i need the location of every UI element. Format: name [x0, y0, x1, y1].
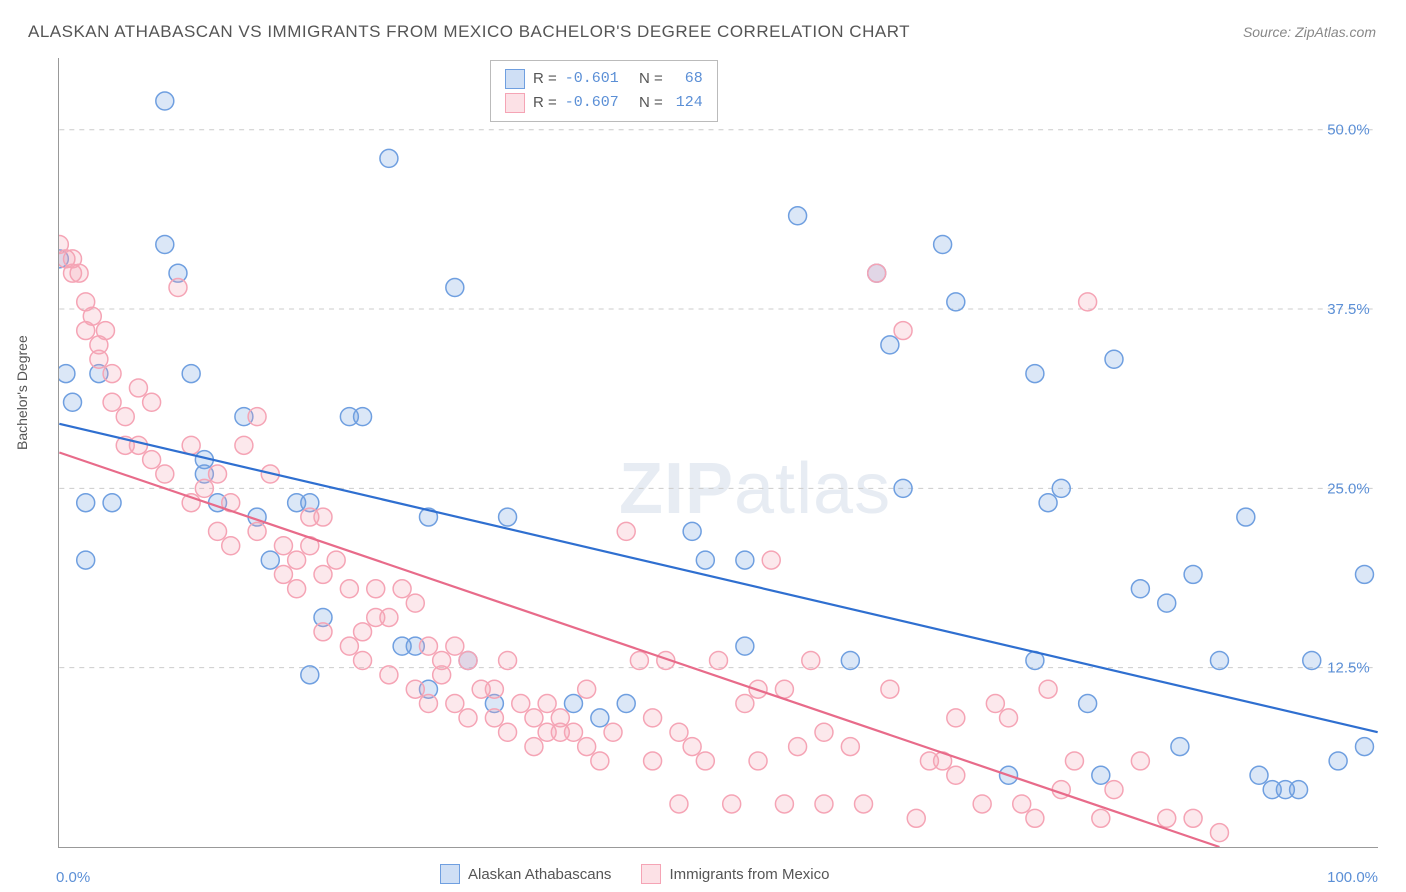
plot-area: ZIPatlas 12.5%25.0%37.5%50.0%: [58, 58, 1378, 848]
chart-svg: 12.5% 25.0% 37.5% 50.0%: [59, 58, 1378, 847]
legend-item-0: Alaskan Athabascans: [440, 864, 611, 884]
swatch-series-1: [505, 93, 525, 113]
swatch-series-0-b: [440, 864, 460, 884]
x-tick-0: 0.0%: [56, 869, 90, 886]
svg-text:12.5%: 12.5%: [1327, 660, 1369, 677]
swatch-series-1-b: [641, 864, 661, 884]
svg-text:25.0%: 25.0%: [1327, 480, 1369, 497]
svg-text:37.5%: 37.5%: [1327, 301, 1369, 318]
legend-stats: R = -0.601 N = 68 R = -0.607 N = 124: [490, 60, 718, 122]
y-axis-label: Bachelor's Degree: [14, 335, 30, 450]
source-label: Source: ZipAtlas.com: [1243, 24, 1376, 40]
x-tick-100: 100.0%: [1327, 869, 1378, 886]
swatch-series-0: [505, 69, 525, 89]
chart-title: ALASKAN ATHABASCAN VS IMMIGRANTS FROM ME…: [28, 22, 910, 42]
legend-item-1: Immigrants from Mexico: [641, 864, 829, 884]
svg-text:50.0%: 50.0%: [1327, 122, 1369, 139]
legend-stats-row-1: R = -0.607 N = 124: [505, 91, 703, 115]
legend-stats-row-0: R = -0.601 N = 68: [505, 67, 703, 91]
legend-series: Alaskan Athabascans Immigrants from Mexi…: [440, 864, 829, 884]
